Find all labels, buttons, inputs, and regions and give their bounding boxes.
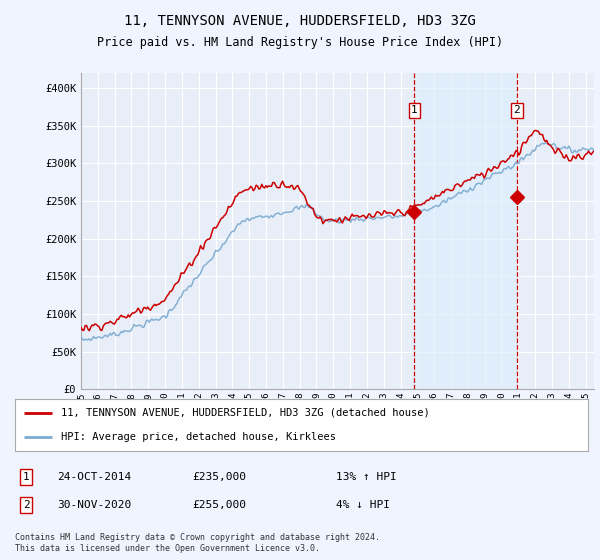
Text: 4% ↓ HPI: 4% ↓ HPI [336,500,390,510]
Text: £235,000: £235,000 [192,472,246,482]
Text: Price paid vs. HM Land Registry's House Price Index (HPI): Price paid vs. HM Land Registry's House … [97,36,503,49]
Text: 2: 2 [514,105,520,115]
Bar [415,73,517,389]
Text: HPI: Average price, detached house, Kirklees: HPI: Average price, detached house, Kirk… [61,432,336,442]
Text: 11, TENNYSON AVENUE, HUDDERSFIELD, HD3 3ZG (detached house): 11, TENNYSON AVENUE, HUDDERSFIELD, HD3 3… [61,408,430,418]
Text: 11, TENNYSON AVENUE, HUDDERSFIELD, HD3 3ZG: 11, TENNYSON AVENUE, HUDDERSFIELD, HD3 3… [124,14,476,28]
Text: 2: 2 [23,500,29,510]
Text: 1: 1 [411,105,418,115]
Text: £255,000: £255,000 [192,500,246,510]
Text: 13% ↑ HPI: 13% ↑ HPI [336,472,397,482]
Text: 1: 1 [23,472,29,482]
Text: Contains HM Land Registry data © Crown copyright and database right 2024.
This d: Contains HM Land Registry data © Crown c… [15,533,380,553]
Text: 30-NOV-2020: 30-NOV-2020 [57,500,131,510]
Text: 24-OCT-2014: 24-OCT-2014 [57,472,131,482]
